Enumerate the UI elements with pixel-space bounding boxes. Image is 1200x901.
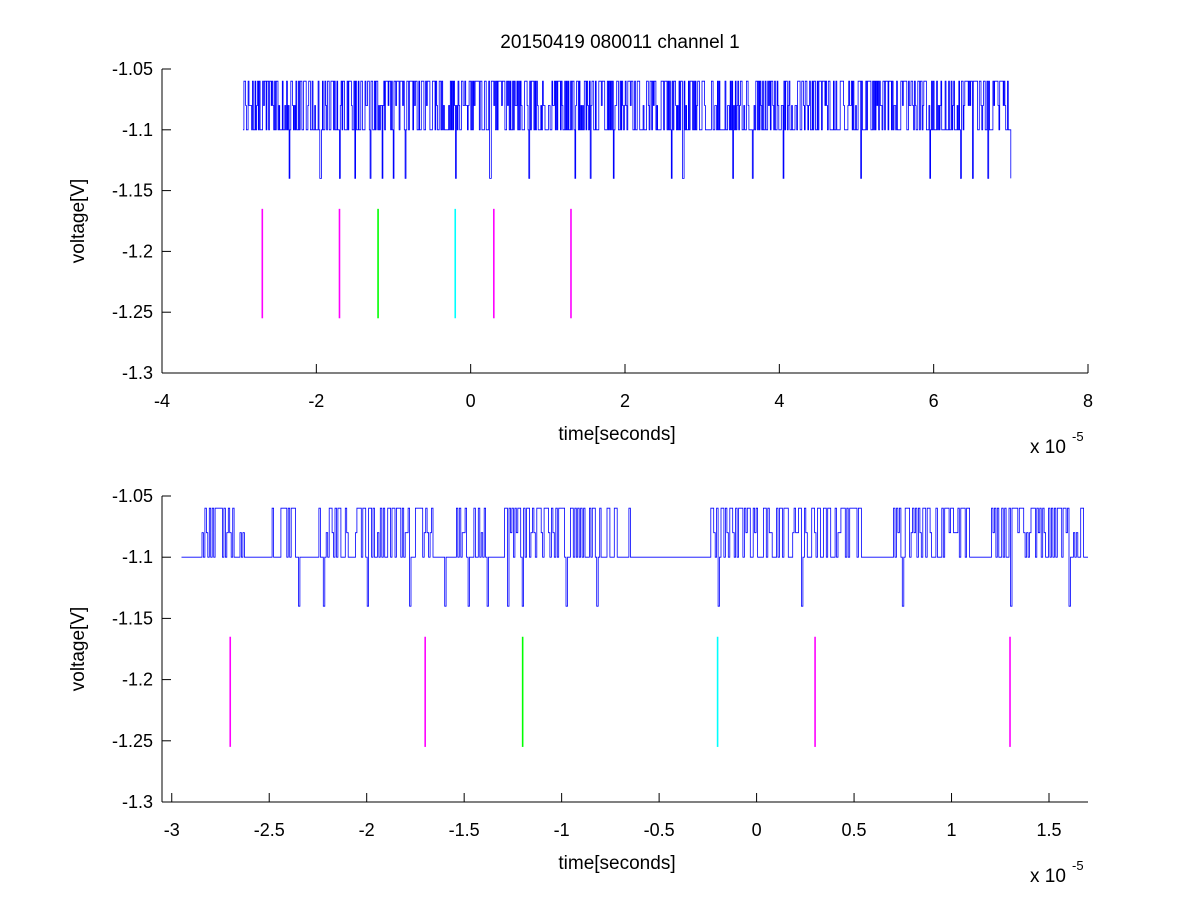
- y-tick-label: -1.1: [122, 547, 153, 567]
- y-tick-label: -1.25: [112, 302, 153, 322]
- y-tick-label: -1.2: [122, 241, 153, 261]
- top-subplot: -1.05 -1.1 -1.15 -1.2 -1.25 -1.3-4 -2 0 2 4 6 8 time…: [68, 59, 1093, 458]
- y-tick-label: -1.2: [122, 670, 153, 690]
- x-tick-label: 0.5: [842, 820, 867, 840]
- x-tick-label: 1.5: [1036, 820, 1061, 840]
- y-tick-label: -1.1: [122, 120, 153, 140]
- x-tick-label: -2: [308, 391, 324, 411]
- y-tick-label: -1.15: [112, 608, 153, 628]
- x-exponent-power: -5: [1072, 429, 1084, 444]
- x-tick-label: 6: [929, 391, 939, 411]
- x-tick-label: -1.5: [449, 820, 480, 840]
- voltage-series-line: [181, 507, 1088, 607]
- y-tick-label: -1.05: [112, 486, 153, 506]
- voltage-series-line: [243, 80, 1012, 179]
- x-tick-label: -1: [554, 820, 570, 840]
- y-axis-label: voltage[V]: [68, 179, 89, 264]
- x-exponent-label: x 10: [1030, 866, 1066, 887]
- x-tick-label: -4: [154, 391, 170, 411]
- x-tick-label: -2.5: [254, 820, 285, 840]
- x-exponent-power: -5: [1072, 858, 1084, 873]
- x-tick-label: 0: [752, 820, 762, 840]
- x-tick-label: 0: [466, 391, 476, 411]
- y-tick-label: -1.25: [112, 731, 153, 751]
- x-tick-label: -2: [359, 820, 375, 840]
- x-tick-label: 1: [947, 820, 957, 840]
- bottom-subplot: -1.05 -1.1 -1.15 -1.2 -1.25 -1.3 -3 -2.5 -2 -1.5 -…: [68, 486, 1088, 887]
- x-axis-label: time[seconds]: [558, 424, 675, 445]
- x-axis-label: time[seconds]: [558, 853, 675, 874]
- x-tick-label: -0.5: [644, 820, 675, 840]
- x-tick-label: 2: [620, 391, 630, 411]
- figure-title: 20150419 080011 channel 1: [500, 32, 740, 53]
- y-axis-label: voltage[V]: [68, 607, 89, 692]
- y-tick-label: -1.3: [122, 363, 153, 383]
- y-tick-label: -1.15: [112, 181, 153, 201]
- y-tick-label: -1.05: [112, 59, 153, 79]
- y-tick-label: -1.3: [122, 792, 153, 812]
- x-tick-label: 4: [774, 391, 784, 411]
- x-exponent-label: x 10: [1030, 437, 1066, 458]
- x-tick-label: 8: [1083, 391, 1093, 411]
- x-tick-label: -3: [164, 820, 180, 840]
